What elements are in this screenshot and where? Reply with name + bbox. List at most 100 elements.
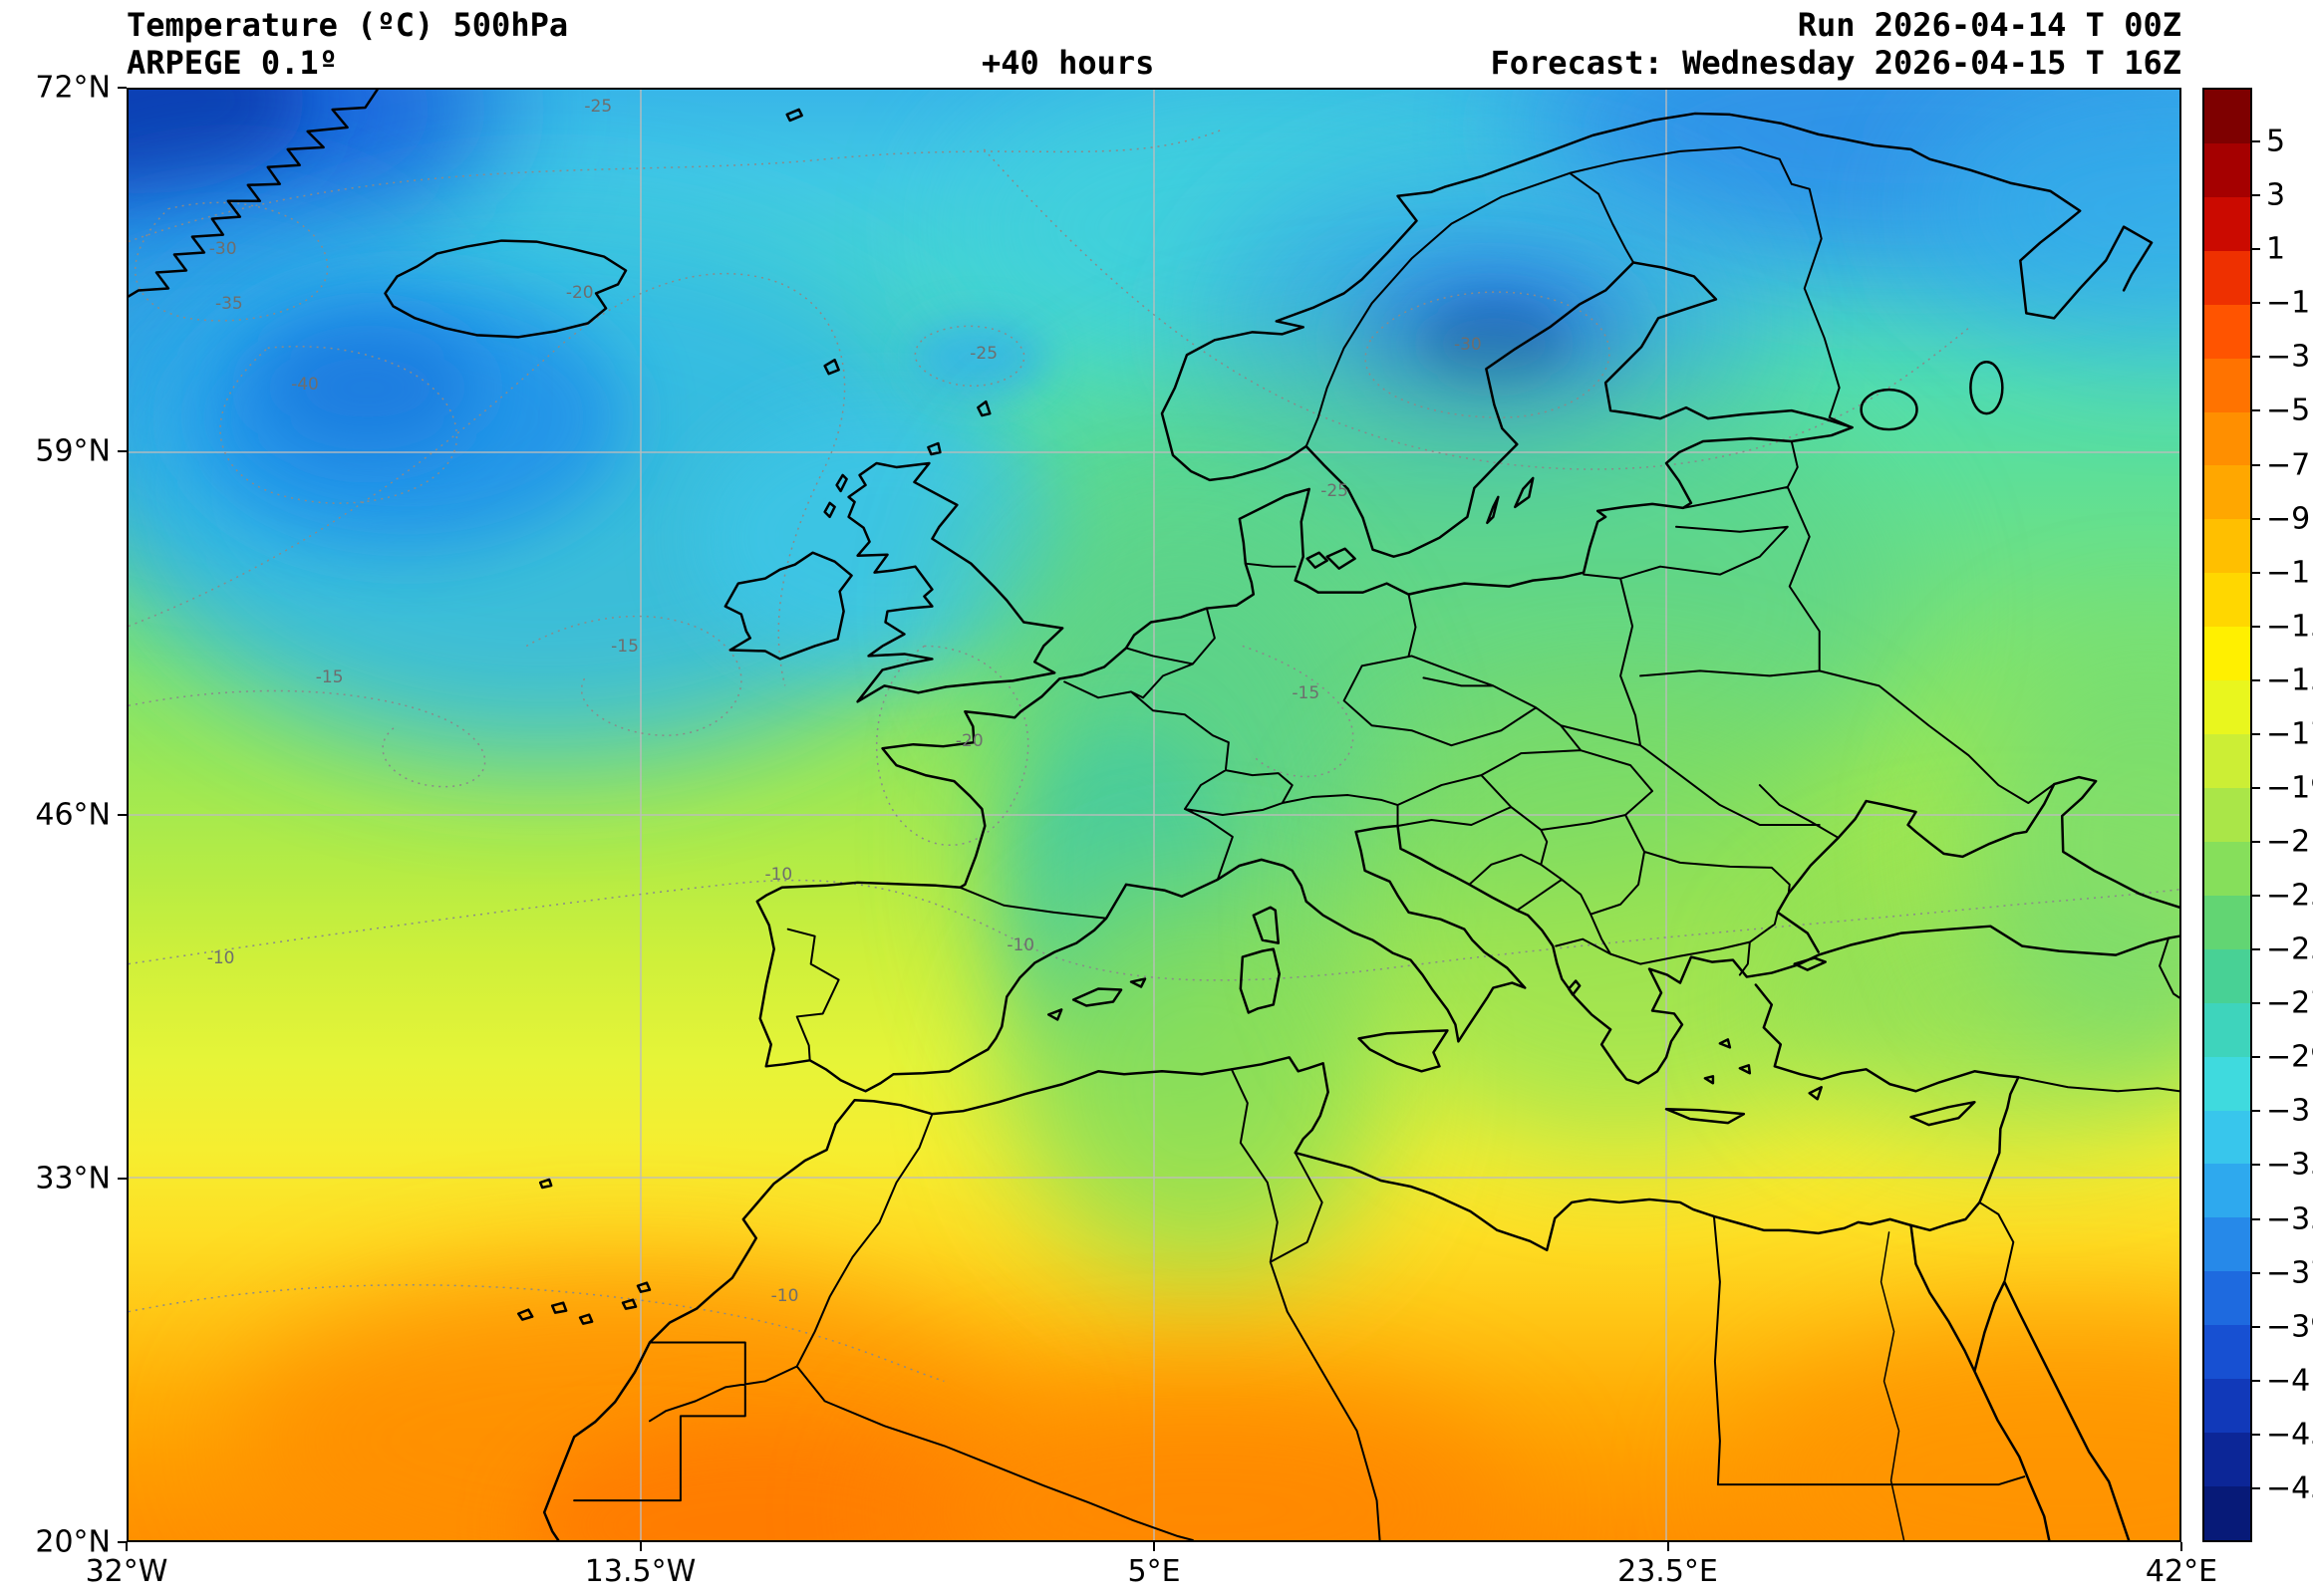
colorbar-tick-label: −45 [2266,1470,2313,1506]
map-title: Temperature (ºC) 500hPa [127,6,569,44]
colorbar-tick-label: −43 [2266,1417,2313,1453]
colorbar-tickmark [2252,1486,2260,1489]
colorbar-tickmark [2252,1271,2260,1274]
colorbar-segment [2204,304,2250,359]
colorbar-segment [2204,1164,2250,1218]
colorbar-tick-label: −31 [2266,1093,2313,1129]
colorbar-segment [2204,627,2250,681]
colorbar-segment [2204,196,2250,251]
model-label: ARPEGE 0.1º [127,44,338,82]
colorbar-segment [2204,90,2250,143]
colorbar-segment [2204,787,2250,842]
colorbar-tickmark [2252,678,2260,681]
colorbar-tick-label: −21 [2266,824,2313,860]
colorbar-segment [2204,1110,2250,1165]
x-tick-label: 23.5°E [1617,1554,1718,1589]
x-tickmark [2180,1542,2182,1551]
colorbar-segment [2204,680,2250,735]
colorbar-segment [2204,358,2250,412]
y-axis: 72°N 59°N 46°N 33°N 20°N [0,71,127,1560]
y-tick-label: 33°N [35,1161,111,1197]
colorbar-tickmark [2252,302,2260,305]
lead-time-label: +40 hours [982,44,1155,82]
y-tick-label: 46°N [35,797,111,833]
colorbar-tick-label: 5 [2266,124,2286,159]
map-plot-area: -25 -30 -35 -40 -20 -25 -30 -25 -15 -15 -15 -20 -10-… [127,88,2181,1542]
x-tickmark [639,1542,642,1551]
colorbar-tick-label: −9 [2266,501,2311,537]
colorbar-segment [2204,519,2250,574]
y-tick-label: 72°N [35,70,111,106]
colorbar-tickmark [2252,140,2260,143]
colorbar-segment [2204,734,2250,788]
colorbar-tick-label: 3 [2266,177,2286,213]
colorbar-tick-label: 1 [2266,231,2286,267]
x-tick-label: 32°W [85,1554,168,1589]
temperature-field-layer [129,90,2179,1540]
map-canvas [129,90,2179,1540]
colorbar-tickmark [2252,732,2260,735]
x-tickmark [126,1542,128,1551]
forecast-timestamp: Forecast: Wednesday 2026-04-15 T 16Z [1490,44,2181,82]
colorbar-tick-label: −19 [2266,770,2313,806]
colorbar-tickmark [2252,841,2260,844]
colorbar-tickmark [2252,194,2260,197]
colorbar-segment [2204,1002,2250,1057]
colorbar-tickmark [2252,1325,2260,1328]
colorbar-bar [2202,88,2252,1542]
y-tick-label: 59°N [35,433,111,469]
colorbar-tick-label: −5 [2266,393,2311,428]
colorbar-tickmark [2252,1002,2260,1005]
colorbar-tickmark [2252,948,2260,951]
colorbar-tick-label: −33 [2266,1147,2313,1183]
coastlines-layer [129,90,2179,1540]
colorbar-tickmark [2252,517,2260,520]
colorbar-tickmark [2252,1433,2260,1436]
colorbar-tickmark [2252,1217,2260,1220]
contours-layer [129,129,2179,1383]
y-tickmark [118,1178,127,1180]
x-tick-label: 13.5°W [584,1554,697,1589]
y-tickmark [118,450,127,452]
colorbar-segment [2204,465,2250,520]
x-tick-label: 42°E [2145,1554,2218,1589]
colorbar-segment [2204,1433,2250,1486]
y-tickmark [118,1541,127,1543]
colorbar-segment [2204,411,2250,466]
y-tick-label: 20°N [35,1524,111,1560]
colorbar-segment [2204,573,2250,628]
colorbar-segment [2204,1056,2250,1111]
colorbar-segment [2204,250,2250,305]
colorbar-segment [2204,1217,2250,1272]
colorbar-segment [2204,895,2250,949]
colorbar-tickmark [2252,571,2260,574]
colorbar-tick-label: −13 [2266,609,2313,645]
colorbar-segment [2204,1379,2250,1434]
colorbar-tick-label: −29 [2266,1039,2313,1075]
colorbar-segment [2204,142,2250,197]
colorbar-tickmark [2252,1164,2260,1167]
colorbar-tick-label: −39 [2266,1309,2313,1345]
colorbar-tickmark [2252,625,2260,628]
colorbar-segment [2204,841,2250,896]
colorbar-tickmark [2252,1379,2260,1382]
colorbar-segment [2204,1271,2250,1326]
y-tickmark [118,87,127,89]
colorbar-tick-label: −25 [2266,931,2313,967]
colorbar-segment [2204,1325,2250,1380]
colorbar-tickmark [2252,409,2260,412]
colorbar-tick-label: −17 [2266,716,2313,752]
colorbar-tickmark [2252,463,2260,466]
grid-layer [129,90,2179,1540]
run-timestamp: Run 2026-04-14 T 00Z [1797,6,2181,44]
borders-layer [573,145,2179,1540]
x-axis: 32°W 13.5°W 5°E 23.5°E 42°E [86,1542,2217,1596]
colorbar-tick-label: −15 [2266,663,2313,698]
colorbar-tickmark [2252,1056,2260,1059]
colorbar-tick-label: −41 [2266,1363,2313,1399]
colorbar-tickmark [2252,1110,2260,1113]
colorbar-tick-label: −23 [2266,878,2313,914]
x-tickmark [1666,1542,1669,1551]
colorbar-tick-label: −35 [2266,1201,2313,1237]
